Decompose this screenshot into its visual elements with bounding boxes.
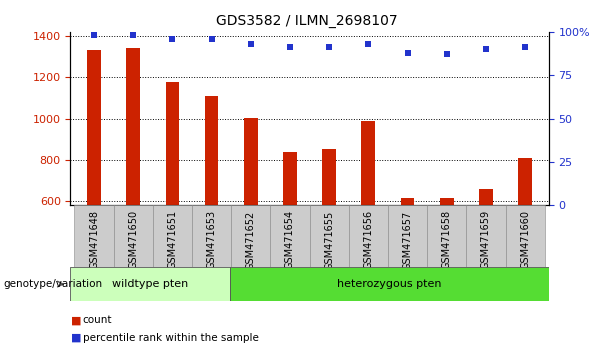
Bar bbox=[244, 118, 257, 205]
Text: GSM471655: GSM471655 bbox=[324, 210, 334, 269]
Text: GSM471657: GSM471657 bbox=[403, 210, 413, 269]
Text: GSM471660: GSM471660 bbox=[520, 210, 530, 269]
Text: GSM471658: GSM471658 bbox=[442, 210, 452, 269]
Text: ■: ■ bbox=[70, 315, 81, 325]
Bar bbox=[113, 205, 153, 267]
Point bbox=[167, 36, 177, 42]
Bar bbox=[192, 205, 231, 267]
Bar bbox=[283, 152, 297, 205]
Point bbox=[89, 33, 99, 38]
Point bbox=[442, 52, 452, 57]
Text: wildtype pten: wildtype pten bbox=[112, 279, 188, 289]
Bar bbox=[230, 267, 549, 301]
Text: GSM471654: GSM471654 bbox=[285, 210, 295, 269]
Text: GSM471648: GSM471648 bbox=[89, 210, 99, 269]
Bar bbox=[310, 205, 349, 267]
Bar bbox=[518, 158, 532, 205]
Bar bbox=[166, 82, 179, 205]
Point bbox=[207, 36, 216, 42]
Bar bbox=[506, 205, 545, 267]
Text: percentile rank within the sample: percentile rank within the sample bbox=[83, 333, 259, 343]
Point bbox=[520, 45, 530, 50]
Bar bbox=[126, 48, 140, 205]
Bar bbox=[70, 267, 230, 301]
Bar bbox=[231, 205, 270, 267]
Text: GDS3582 / ILMN_2698107: GDS3582 / ILMN_2698107 bbox=[216, 14, 397, 28]
Point bbox=[246, 41, 256, 47]
Text: GSM471659: GSM471659 bbox=[481, 210, 491, 269]
Bar bbox=[74, 205, 113, 267]
Bar bbox=[153, 205, 192, 267]
Point bbox=[364, 41, 373, 47]
Point bbox=[324, 45, 334, 50]
Bar bbox=[205, 96, 218, 205]
Text: genotype/variation: genotype/variation bbox=[3, 279, 102, 289]
Text: count: count bbox=[83, 315, 112, 325]
Bar bbox=[362, 121, 375, 205]
Point bbox=[128, 33, 138, 38]
Bar bbox=[388, 205, 427, 267]
Point bbox=[403, 50, 413, 56]
Text: GSM471651: GSM471651 bbox=[167, 210, 177, 269]
Text: GSM471652: GSM471652 bbox=[246, 210, 256, 269]
Text: GSM471650: GSM471650 bbox=[128, 210, 138, 269]
Bar bbox=[322, 149, 336, 205]
Bar bbox=[401, 198, 414, 205]
Bar bbox=[427, 205, 466, 267]
Bar bbox=[87, 50, 101, 205]
Bar bbox=[466, 205, 506, 267]
Point bbox=[481, 46, 491, 52]
Text: GSM471653: GSM471653 bbox=[207, 210, 216, 269]
Bar bbox=[479, 189, 493, 205]
Text: heterozygous pten: heterozygous pten bbox=[337, 279, 441, 289]
Bar bbox=[270, 205, 310, 267]
Bar bbox=[349, 205, 388, 267]
Text: ■: ■ bbox=[70, 333, 81, 343]
Bar bbox=[440, 198, 454, 205]
Text: GSM471656: GSM471656 bbox=[364, 210, 373, 269]
Point bbox=[285, 45, 295, 50]
